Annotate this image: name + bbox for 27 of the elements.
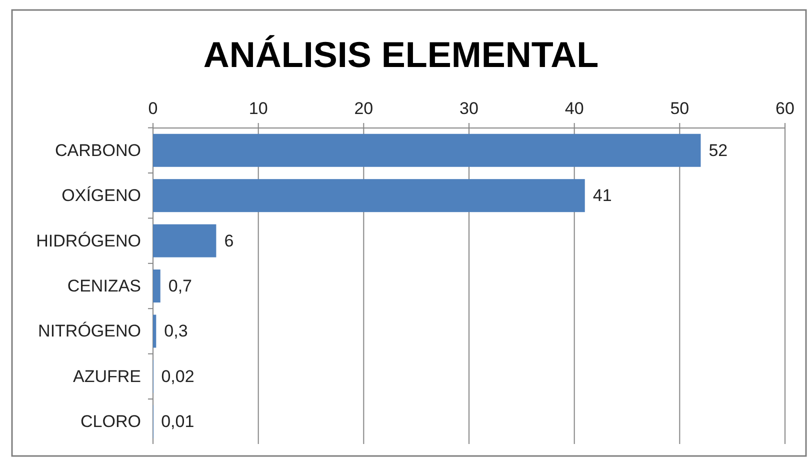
bar — [153, 134, 701, 167]
data-label: 0,3 — [164, 322, 188, 341]
x-tick-label: 30 — [460, 99, 478, 118]
y-tick-label: HIDRÓGENO — [36, 231, 141, 250]
bar — [153, 270, 160, 302]
x-tick-label: 50 — [670, 99, 690, 118]
data-label: 0,02 — [161, 366, 194, 386]
x-tick-label: 10 — [248, 99, 268, 118]
y-tick-label: CENIZAS — [67, 276, 141, 296]
data-label: 6 — [224, 231, 234, 250]
x-tick-label: 20 — [354, 99, 374, 118]
bar — [153, 314, 156, 348]
x-tick-label: 60 — [776, 99, 794, 118]
bar — [153, 224, 216, 258]
data-label: 52 — [708, 140, 728, 160]
x-tick-label: 40 — [564, 99, 584, 118]
bar — [153, 179, 585, 212]
data-label: 0,01 — [161, 412, 194, 432]
data-label: 41 — [592, 186, 612, 206]
y-tick-label: CARBONO — [55, 140, 141, 160]
y-tick-label: CLORO — [80, 412, 141, 432]
x-tick-label: 0 — [148, 99, 158, 118]
chart-title: ANÁLISIS ELEMENTAL — [203, 34, 599, 75]
y-tick-label: AZUFRE — [73, 366, 141, 386]
y-tick-label: OXÍGENO — [62, 186, 141, 206]
y-tick-label: NITRÓGENO — [38, 322, 141, 341]
data-label: 0,7 — [168, 276, 192, 296]
